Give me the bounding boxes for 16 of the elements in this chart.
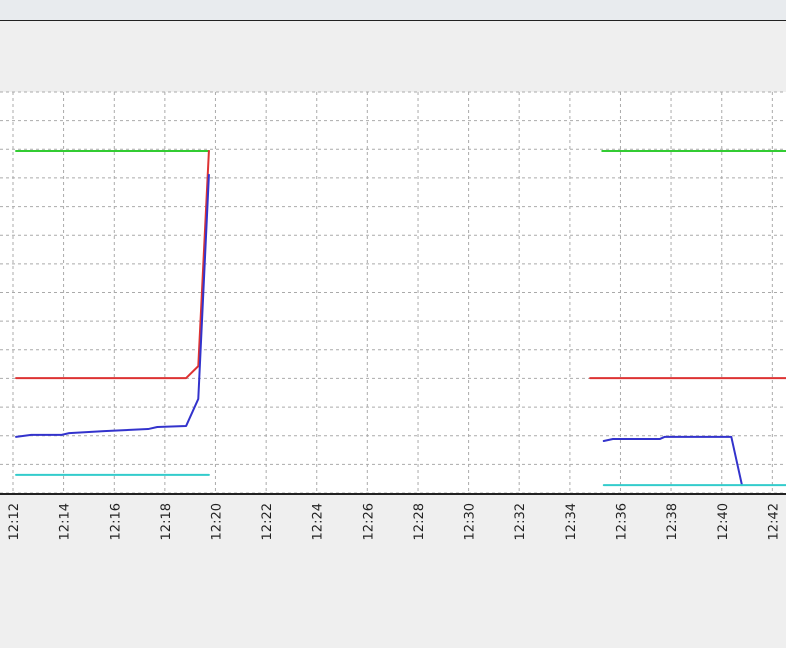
- x-tick-label: 12:24: [310, 503, 326, 540]
- x-tick-label: 12:16: [108, 503, 124, 540]
- x-tick-label: 12:42: [766, 503, 782, 540]
- x-tick-label: 12:28: [412, 503, 428, 540]
- x-tick-label: 12:26: [361, 503, 376, 540]
- x-tick-label: 12:20: [209, 503, 224, 540]
- x-tick-label: 12:30: [462, 503, 478, 540]
- x-tick-label: 12:14: [58, 503, 73, 540]
- x-tick-label: 12:18: [158, 503, 174, 540]
- x-tick-label: 12:36: [614, 503, 630, 540]
- x-tick-label: 12:12: [7, 503, 22, 540]
- x-tick-label: 12:34: [564, 503, 579, 540]
- x-tick-label: 12:38: [665, 503, 680, 540]
- x-tick-label: 12:32: [513, 503, 528, 540]
- x-tick-label: 12:22: [260, 503, 276, 540]
- x-tick-label: 12:40: [716, 503, 731, 540]
